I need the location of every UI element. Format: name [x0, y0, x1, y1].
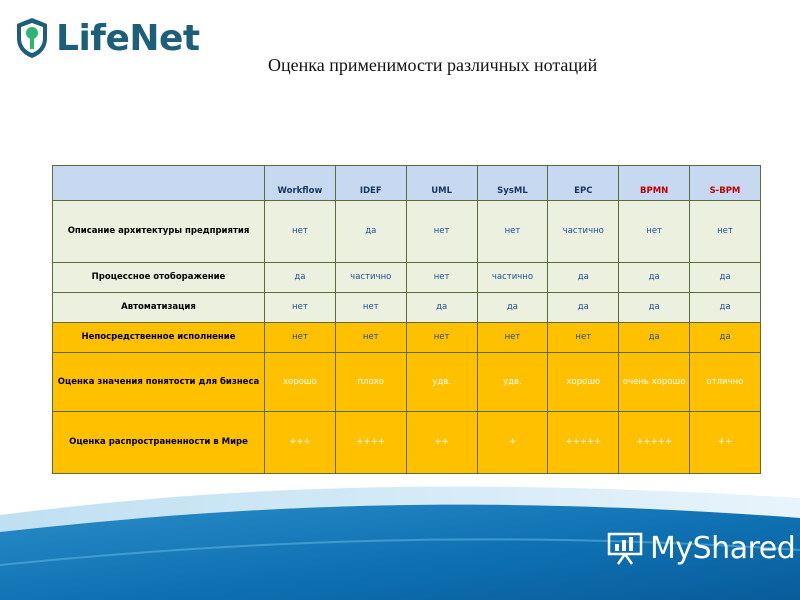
table-cell: частично	[547, 200, 620, 263]
table-cell: да	[689, 292, 761, 323]
row-label: Непосредственное исполнение	[52, 322, 265, 353]
table-cell: удв.	[405, 352, 478, 412]
table-cell: нет	[618, 200, 691, 263]
table-cell: +++++	[547, 411, 620, 474]
bottom-wave-decoration	[0, 486, 800, 600]
table-cell: да	[689, 262, 761, 293]
row-label: Оценка значения понятости для бизнеса	[52, 352, 265, 412]
table-cell: хорошо	[264, 352, 336, 412]
column-header: EPC	[547, 165, 620, 201]
row-label: Автоматизация	[52, 292, 265, 323]
table-cell: да	[618, 262, 691, 293]
table-row: Оценка значения понятости для бизнеса хо…	[52, 352, 761, 412]
logo-text: LifeNet	[56, 17, 200, 59]
table-row: Оценка распространенности в Мире +++ +++…	[52, 411, 761, 474]
table-cell: да	[264, 262, 336, 293]
notation-comparison-table: Workflow IDEF UML SysML EPC BPMN S-BPM О…	[52, 165, 761, 474]
table-cell: частично	[334, 262, 407, 293]
table-cell: частично	[476, 262, 549, 293]
table-corner-cell	[52, 165, 265, 201]
presentation-icon	[607, 532, 643, 565]
table-cell: ++	[689, 411, 761, 474]
table-row: Процессное отоборажение да частично нет …	[52, 262, 761, 293]
table-cell: нет	[689, 200, 761, 263]
table-cell: нет	[405, 322, 478, 353]
row-label: Процессное отоборажение	[52, 262, 265, 293]
table-cell: нет	[264, 292, 336, 323]
column-header: BPMN	[618, 165, 691, 201]
table-cell: нет	[547, 322, 620, 353]
myshared-watermark: MyShared	[606, 530, 796, 566]
table-cell: нет	[264, 200, 336, 263]
table-cell: да	[618, 292, 691, 323]
table-cell: да	[547, 262, 620, 293]
table-cell: нет	[476, 200, 549, 263]
table-header-row: Workflow IDEF UML SysML EPC BPMN S-BPM	[52, 165, 761, 201]
table-cell: нет	[334, 322, 407, 353]
table-cell: нет	[405, 262, 478, 293]
shield-icon	[17, 18, 47, 58]
table-row: Автоматизация нет нет да да да да да	[52, 292, 761, 323]
table-cell: удв.	[476, 352, 549, 412]
table-cell: +++++	[618, 411, 691, 474]
table-cell: да	[476, 292, 549, 323]
table-cell: да	[547, 292, 620, 323]
table-row: Описание архитектуры предприятия нет да …	[52, 200, 761, 263]
table-cell: отлично	[689, 352, 761, 412]
column-header: Workflow	[264, 165, 336, 201]
table-cell: очень хорошо	[618, 352, 691, 412]
table-cell: ++	[405, 411, 478, 474]
table-cell: ++++	[334, 411, 407, 474]
table-cell: да	[334, 200, 407, 263]
table-cell: нет	[476, 322, 549, 353]
row-label: Описание архитектуры предприятия	[52, 200, 265, 263]
table-cell: +++	[264, 411, 336, 474]
table-cell: да	[405, 292, 478, 323]
lifenet-logo: LifeNet	[14, 12, 200, 64]
table-cell: да	[689, 322, 761, 353]
table-cell: да	[618, 322, 691, 353]
table-cell: нет	[334, 292, 407, 323]
brand-text: MyShared	[650, 530, 796, 566]
table-cell: хорошо	[547, 352, 620, 412]
column-header: S-BPM	[689, 165, 761, 201]
table-cell: плохо	[334, 352, 407, 412]
table-row: Непосредственное исполнение нет нет нет …	[52, 322, 761, 353]
page-title: Оценка применимости различных нотаций	[268, 55, 598, 75]
column-header: SysML	[476, 165, 549, 201]
row-label: Оценка распространенности в Мире	[52, 411, 265, 474]
column-header: IDEF	[334, 165, 407, 201]
table-cell: нет	[264, 322, 336, 353]
column-header: UML	[405, 165, 478, 201]
table-cell: нет	[405, 200, 478, 263]
table-cell: +	[476, 411, 549, 474]
